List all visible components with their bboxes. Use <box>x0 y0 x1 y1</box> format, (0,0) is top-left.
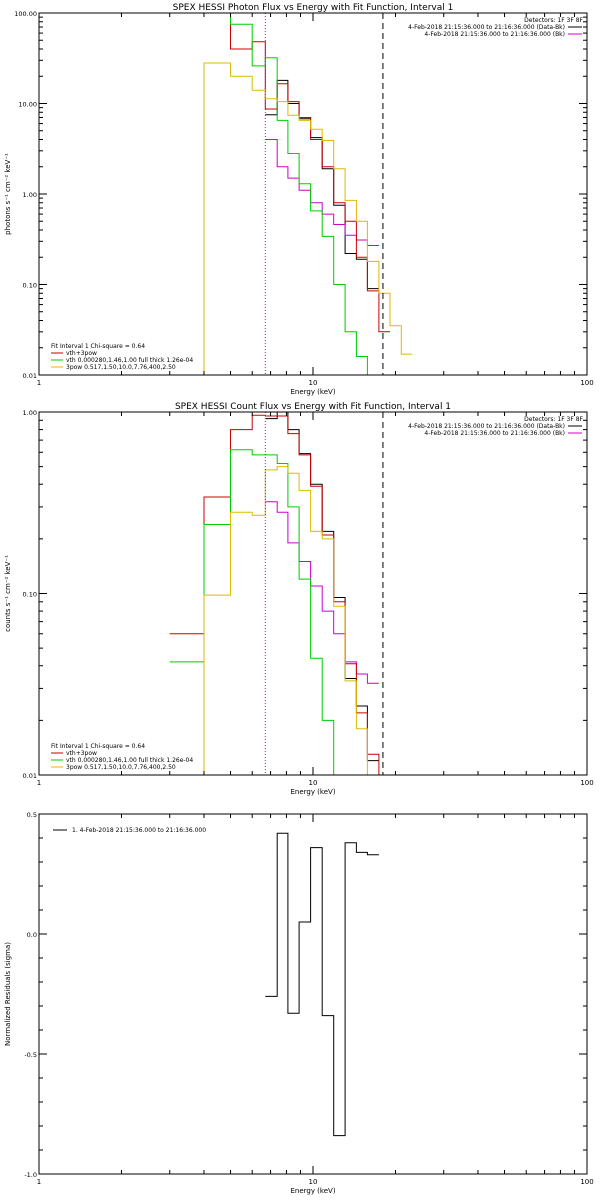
series-line-4 <box>204 13 379 375</box>
legend-entry-label: 3pow 0.517,1.50,10.0,7.76,400,2.50 <box>66 364 176 371</box>
x-tick-label: 1 <box>37 779 41 787</box>
y-tick-label: 1.00 <box>23 409 37 417</box>
y-tick-label: 0.01 <box>23 772 37 780</box>
y-tick-label: 1.00 <box>23 191 37 199</box>
legend-entry-label: 4-Feb-2018 21:15:36.000 to 21:16:36.000 … <box>424 430 565 437</box>
y-tick-label: 0.0 <box>27 931 37 939</box>
legend-header: Fit Interval 1 Chi-square = 0.64 <box>51 743 145 750</box>
y-tick-label: 0.5 <box>27 811 37 819</box>
series-line-1 <box>265 832 379 1137</box>
series-group <box>169 412 390 775</box>
legend-entry-label: 4-Feb-2018 21:15:36.000 to 21:16:36.000 … <box>408 423 565 430</box>
x-axis-label: Energy (keV) <box>290 788 335 796</box>
y-tick-label: 0.10 <box>23 591 37 599</box>
legend-top: 1. 4-Feb-2018 21:15:36.000 to 21:16:36.0… <box>53 827 206 834</box>
legend-bottom: Fit Interval 1 Chi-square = 0.64vth+3pow… <box>51 743 193 771</box>
legend-top: Detectors: 1F 3F 8F4-Feb-2018 21:15:36.0… <box>408 17 583 38</box>
series-line-5 <box>169 62 413 375</box>
series-line-3 <box>204 13 390 333</box>
y-tick-label: 100.00 <box>14 10 37 18</box>
x-tick-label: 100 <box>580 1178 593 1186</box>
plot-frame <box>38 411 588 776</box>
x-tick-label: 10 <box>309 779 318 787</box>
y-tick-label: -0.5 <box>24 1051 37 1059</box>
series-line-3 <box>169 414 390 775</box>
chart-panel-1: SPEX HESSI Photon Flux vs Energy with Fi… <box>4 3 594 396</box>
x-axis-label: Energy (keV) <box>290 388 335 396</box>
x-tick-label: 1 <box>37 379 41 387</box>
chart-panel-3: 1 10 100 -1.0 -0.5 0.0 0.5 Energy (keV) Normaliz… <box>4 811 594 1195</box>
series-group <box>265 832 379 1137</box>
x-tick-label: 10 <box>309 379 318 387</box>
legend-entry-label: 1. 4-Feb-2018 21:15:36.000 to 21:16:36.0… <box>72 827 206 834</box>
series-group <box>169 13 413 375</box>
legend-entry-label: vth+3pow <box>66 750 97 757</box>
x-tick-label: 1 <box>37 1178 41 1186</box>
legend-entry-label: 4-Feb-2018 21:15:36.000 to 21:16:36.000 … <box>424 31 565 38</box>
x-tick-label: 100 <box>580 379 593 387</box>
chart-title: SPEX HESSI Count Flux vs Energy with Fit… <box>175 402 451 412</box>
chart-panel-2: SPEX HESSI Count Flux vs Energy with Fit… <box>4 402 594 796</box>
legend-entry-label: vth 0.000280,1.46,1.00 full thick 1.26e-… <box>66 357 193 364</box>
x-tick-label: 100 <box>580 779 593 787</box>
legend-header: Detectors: 1F 3F 8F <box>524 17 583 24</box>
y-tick-label: -1.0 <box>24 1171 37 1179</box>
y-axis-label: Normalized Residuals (sigma) <box>4 942 12 1046</box>
series-line-5 <box>169 466 390 775</box>
y-axis-label: photons s⁻¹ cm⁻² keV⁻¹ <box>4 153 12 235</box>
legend-header: Detectors: 1F 3F 8F <box>524 416 583 423</box>
x-tick-label: 10 <box>309 1178 318 1186</box>
y-axis-label: counts s⁻¹ cm⁻² keV⁻¹ <box>4 555 12 632</box>
legend-entry-label: vth 0.000280,1.46,1.00 full thick 1.26e-… <box>66 757 193 764</box>
y-tick-label: 0.01 <box>23 372 37 380</box>
legend-header: Fit Interval 1 Chi-square = 0.64 <box>51 343 145 350</box>
series-line-4 <box>169 449 346 775</box>
y-tick-label: 0.10 <box>23 282 37 290</box>
legend-entry-label: vth+3pow <box>66 350 97 357</box>
x-axis-label: Energy (keV) <box>290 1187 335 1195</box>
chart-title: SPEX HESSI Photon Flux vs Energy with Fi… <box>173 3 454 13</box>
legend-entry-label: 3pow 0.517,1.50,10.0,7.76,400,2.50 <box>66 764 176 771</box>
y-tick-label: 10.00 <box>18 101 37 109</box>
plot-frame <box>38 813 588 1175</box>
legend-bottom: Fit Interval 1 Chi-square = 0.64vth+3pow… <box>51 343 193 371</box>
legend-top: Detectors: 1F 3F 8F4-Feb-2018 21:15:36.0… <box>408 416 583 437</box>
legend-entry-label: 4-Feb-2018 21:15:36.000 to 21:16:36.000 … <box>408 24 565 31</box>
plot-frame <box>38 12 588 376</box>
